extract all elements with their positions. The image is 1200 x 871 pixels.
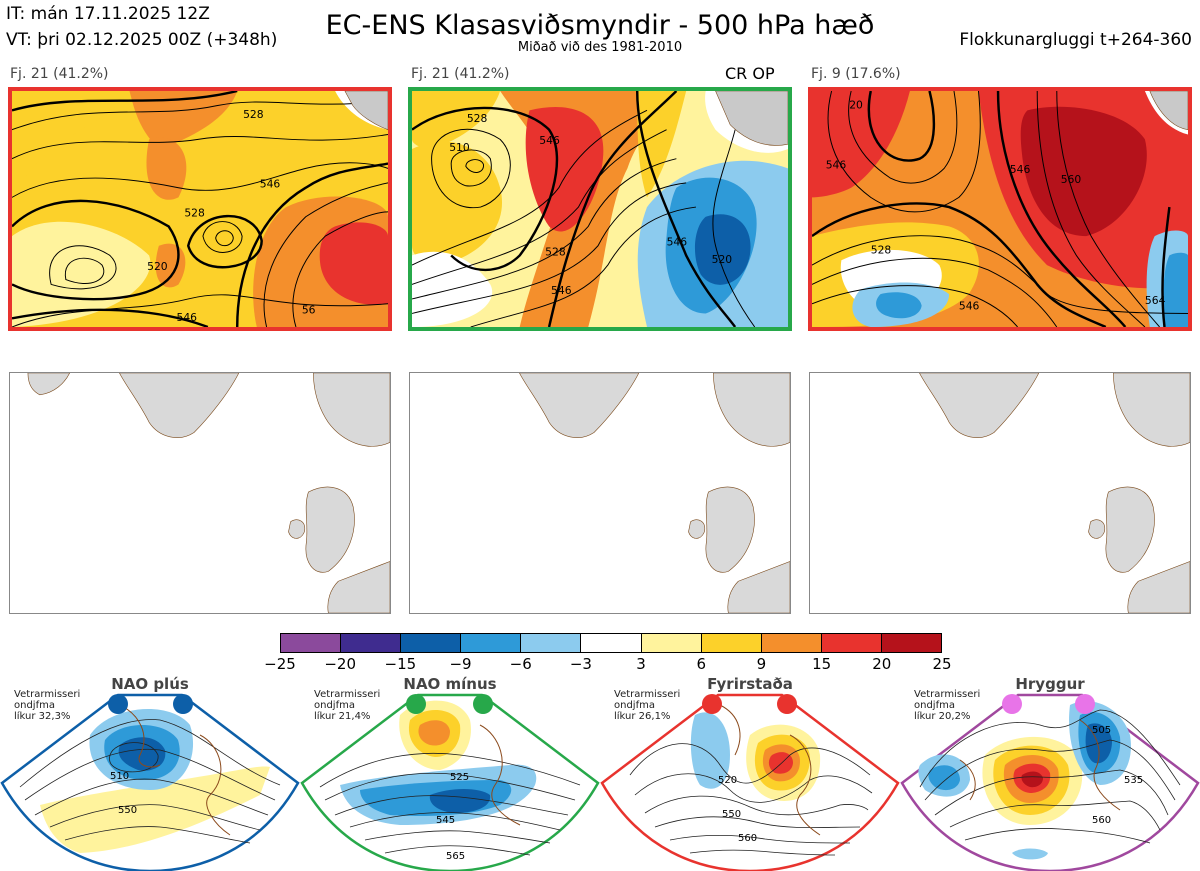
colorbar-tick-label: −15	[384, 655, 417, 673]
cluster-2-contour-label: 546	[539, 134, 560, 147]
cluster-2-contour-label: 546	[667, 236, 688, 249]
regime-3-label: 550	[722, 809, 741, 820]
cluster-1-contour-label: 528	[243, 108, 264, 121]
colorbar-segment	[641, 634, 702, 652]
colorbar-segment	[881, 634, 942, 652]
regime-1-label: 510	[110, 771, 129, 782]
regime-2-marker	[473, 694, 493, 714]
page-subtitle: Miðað við des 1981-2010	[517, 40, 683, 55]
colorbar-segment	[521, 634, 582, 652]
cluster-2-contour-label: 528	[467, 112, 488, 125]
regime-4-marker	[1002, 694, 1022, 714]
cluster-2-label: Fj. 21 (41.2%)	[411, 66, 510, 82]
colorbar-tick-label: −20	[324, 655, 356, 673]
colorbar-tick-label: 3	[636, 655, 646, 673]
cluster-1-label: Fj. 21 (41.2%)	[10, 66, 109, 82]
cluster-1-contour-label: 546	[260, 178, 281, 191]
regime-1-name: NAO plús	[111, 675, 189, 693]
cluster-3-label: Fj. 9 (17.6%)	[811, 66, 901, 82]
cluster-3-contour-label: 546	[959, 300, 980, 313]
cluster-3-contour-label: 560	[1061, 173, 1082, 186]
empty-map-3	[809, 372, 1191, 614]
regime-4-note: Vetrarmisseri ondjfma líkur 20,2%	[914, 689, 981, 722]
regime-4-name: Hryggur	[1015, 675, 1085, 693]
colorbar-segment	[341, 634, 402, 652]
colorbar-tick-label: 25	[932, 655, 952, 673]
colorbar-segment	[281, 634, 342, 652]
colorbar-tick-label: −25	[264, 655, 296, 673]
colorbar-tick-label: −9	[449, 655, 472, 673]
regime-1-label: 550	[118, 805, 137, 816]
regime-4-label: 535	[1124, 775, 1143, 786]
colorbar-tick-label: 9	[756, 655, 767, 673]
regime-3-marker	[777, 694, 797, 714]
cluster-2-contour-label: 510	[449, 141, 470, 154]
regime-ridge: 505 535 560 Hryggur Vetrarmisseri ondjfma…	[900, 675, 1200, 871]
regime-nao-plus: 510 550 NAO plús Vetrarmisseri ondjfma lík…	[0, 675, 300, 871]
colorbar-segment	[821, 634, 882, 652]
cluster-1-contour-label: 520	[147, 260, 168, 273]
colorbar-segment	[581, 634, 642, 652]
regime-4-marker	[1075, 694, 1095, 714]
cluster-3-contour-label: 20	[849, 98, 863, 111]
empty-map-1	[9, 372, 391, 614]
colorbar-tick-label: 15	[812, 655, 832, 673]
regime-nao-minus: 525 545 565 NAO mínus Vetrarmisseri ondjf…	[300, 675, 600, 871]
cluster-2-cr-op: CR OP	[725, 64, 775, 83]
cluster-2-contour-label: 546	[551, 284, 572, 297]
colorbar-tick-label: 20	[872, 655, 892, 673]
regime-1-marker	[108, 694, 128, 714]
empty-map-2	[409, 372, 791, 614]
cluster-2-map: 528 510 546 528 546 520 546	[408, 87, 792, 331]
cluster-3-contour-label: 528	[871, 244, 892, 257]
colorbar-tick-label: −6	[509, 655, 532, 673]
cluster-1-contour-label: 546	[177, 311, 198, 324]
cluster-1-contour-label: 528	[184, 207, 205, 220]
regime-2-label: 525	[450, 772, 469, 783]
cluster-3-contour-label: 564	[1145, 294, 1166, 307]
regime-4-label: 505	[1092, 725, 1111, 736]
initial-time: IT: mán 17.11.2025 12Z	[6, 4, 210, 24]
cluster-2-contour-label: 528	[545, 245, 566, 258]
regime-2-note: Vetrarmisseri ondjfma líkur 21,4%	[314, 689, 381, 722]
colorbar-segment	[701, 634, 762, 652]
regime-1-marker	[173, 694, 193, 714]
anomaly-colorbar	[280, 633, 942, 653]
regime-3-label: 560	[738, 833, 757, 844]
cluster-2-contour-label: 520	[712, 253, 733, 266]
regime-2-label: 565	[446, 851, 465, 862]
regime-1-note: Vetrarmisseri ondjfma líkur 32,3%	[14, 689, 81, 722]
regime-3-name: Fyrirstaða	[707, 675, 793, 693]
cluster-1-contour-label: 56	[302, 304, 316, 317]
page-title: EC-ENS Klasasviðsmyndir - 500 hPa hæð	[325, 10, 875, 41]
cluster-1-map: 528 546 528 520 546 56	[8, 87, 392, 331]
regime-3-note: Vetrarmisseri ondjfma líkur 26,1%	[614, 689, 681, 722]
colorbar-tick-label: 6	[696, 655, 707, 673]
classification-window: Flokkunargluggi t+264-360	[959, 30, 1192, 50]
regime-2-marker	[406, 694, 426, 714]
regime-3-marker	[702, 694, 722, 714]
regime-2-name: NAO mínus	[403, 675, 497, 693]
regime-4-label: 560	[1092, 815, 1111, 826]
cluster-3-contour-label: 546	[1010, 163, 1031, 176]
regime-blocking: 520 550 560 Fyrirstaða Vetrarmisseri ondj…	[600, 675, 900, 871]
regime-3-label: 520	[718, 775, 737, 786]
colorbar-segment	[461, 634, 522, 652]
colorbar-segment	[761, 634, 822, 652]
cluster-3-map: 20 546 546 560 528 546 564	[808, 87, 1192, 331]
colorbar-segment	[401, 634, 462, 652]
colorbar-tick-label: −3	[569, 655, 592, 673]
cluster-3-contour-label: 546	[826, 158, 847, 171]
valid-time: VT: þri 02.12.2025 00Z (+348h)	[6, 30, 278, 50]
regime-2-label: 545	[436, 815, 455, 826]
